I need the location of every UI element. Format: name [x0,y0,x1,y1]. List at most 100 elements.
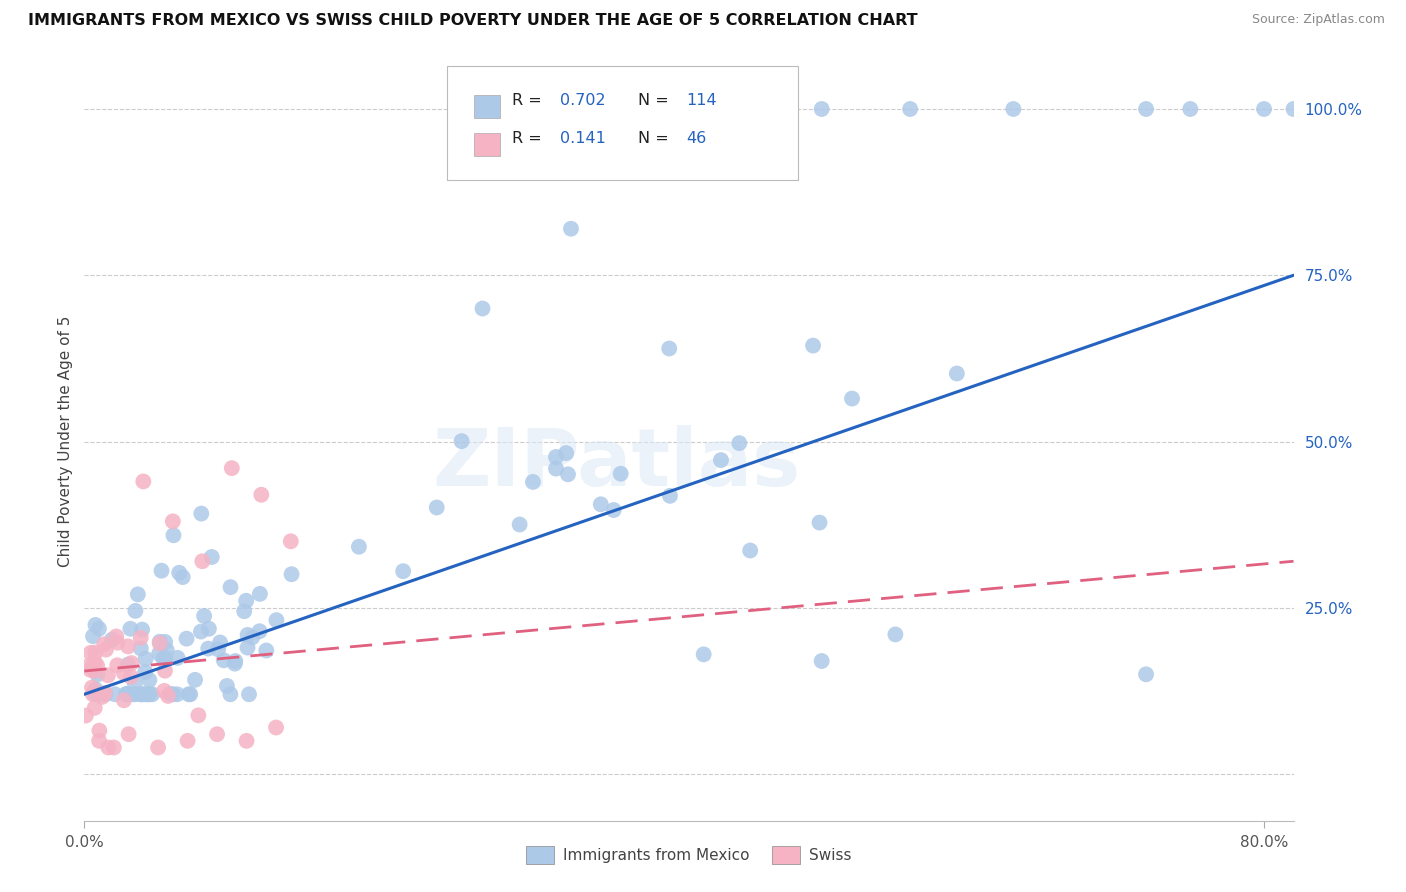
Point [86,658,108,673]
Text: Source: ZipAtlas.com: Source: ZipAtlas.com [1251,13,1385,27]
Point [124,676,146,690]
Point [115,687,138,701]
Point [219,580,242,594]
Point [159,687,181,701]
Point [103,740,125,755]
Point [150,564,173,578]
Text: 46: 46 [686,131,707,145]
Point [87,687,110,701]
Point [215,679,238,693]
Point [131,623,153,637]
Point [450,434,472,449]
Point [249,587,271,601]
Text: R =: R = [512,93,547,108]
Text: IMMIGRANTS FROM MEXICO VS SWISS CHILD POVERTY UNDER THE AGE OF 5 CORRELATION CHA: IMMIGRANTS FROM MEXICO VS SWISS CHILD PO… [28,13,918,29]
Point [1002,102,1025,116]
Point [146,740,169,755]
Point [177,687,200,701]
Point [426,500,449,515]
Point [250,488,273,502]
Point [153,635,176,649]
Point [84,646,107,660]
Point [808,516,831,530]
Text: ZIPatlas: ZIPatlas [432,425,800,503]
Point [87,622,110,636]
Point [120,670,142,684]
Point [129,641,152,656]
Legend: Immigrants from Mexico, Swiss: Immigrants from Mexico, Swiss [520,840,858,870]
Point [112,665,135,680]
Point [162,687,184,701]
Point [117,640,139,654]
Point [135,687,157,701]
Point [105,658,128,673]
Point [134,665,156,679]
Point [841,392,863,406]
Point [97,740,120,755]
Point [132,687,155,701]
Point [83,701,105,715]
Point [609,467,631,481]
Point [236,628,259,642]
Point [89,723,111,738]
Point [205,727,228,741]
Point [555,446,578,460]
Point [84,687,107,701]
Point [153,664,176,678]
Point [187,708,209,723]
Point [176,632,198,646]
Point [138,687,160,701]
Bar [474,95,501,118]
Point [84,664,107,678]
Point [1253,102,1275,116]
Y-axis label: Child Poverty Under the Age of 5: Child Poverty Under the Age of 5 [58,316,73,567]
Point [120,656,142,670]
Point [347,540,370,554]
Point [557,467,579,482]
Point [153,651,176,665]
Point [219,687,242,701]
Bar [474,133,501,156]
Point [166,687,188,701]
Point [190,507,212,521]
Point [392,564,415,578]
Point [707,102,730,116]
Point [86,667,108,681]
Point [221,461,243,475]
Point [264,721,287,735]
Point [884,627,907,641]
Text: 114: 114 [686,93,717,108]
Point [129,687,152,701]
Point [224,657,246,671]
Point [946,367,969,381]
Point [249,624,271,639]
FancyBboxPatch shape [447,66,797,180]
Point [280,567,302,582]
Point [190,624,212,639]
Point [127,587,149,601]
Point [105,630,128,644]
Text: 0.702: 0.702 [560,93,605,108]
Text: N =: N = [638,93,673,108]
Point [658,489,681,503]
Point [97,668,120,682]
Point [235,594,257,608]
Point [238,687,260,701]
Point [233,604,256,618]
Point [115,687,138,701]
Point [167,566,190,580]
Point [94,686,117,700]
Point [84,682,107,697]
Point [138,687,160,701]
Point [166,651,188,665]
Point [197,641,219,656]
Point [179,687,201,701]
Text: 0.141: 0.141 [560,131,606,145]
Point [93,637,115,651]
Point [801,338,824,352]
Point [135,652,157,666]
Point [898,102,921,116]
Point [75,708,97,723]
Point [810,102,832,116]
Point [82,687,104,701]
